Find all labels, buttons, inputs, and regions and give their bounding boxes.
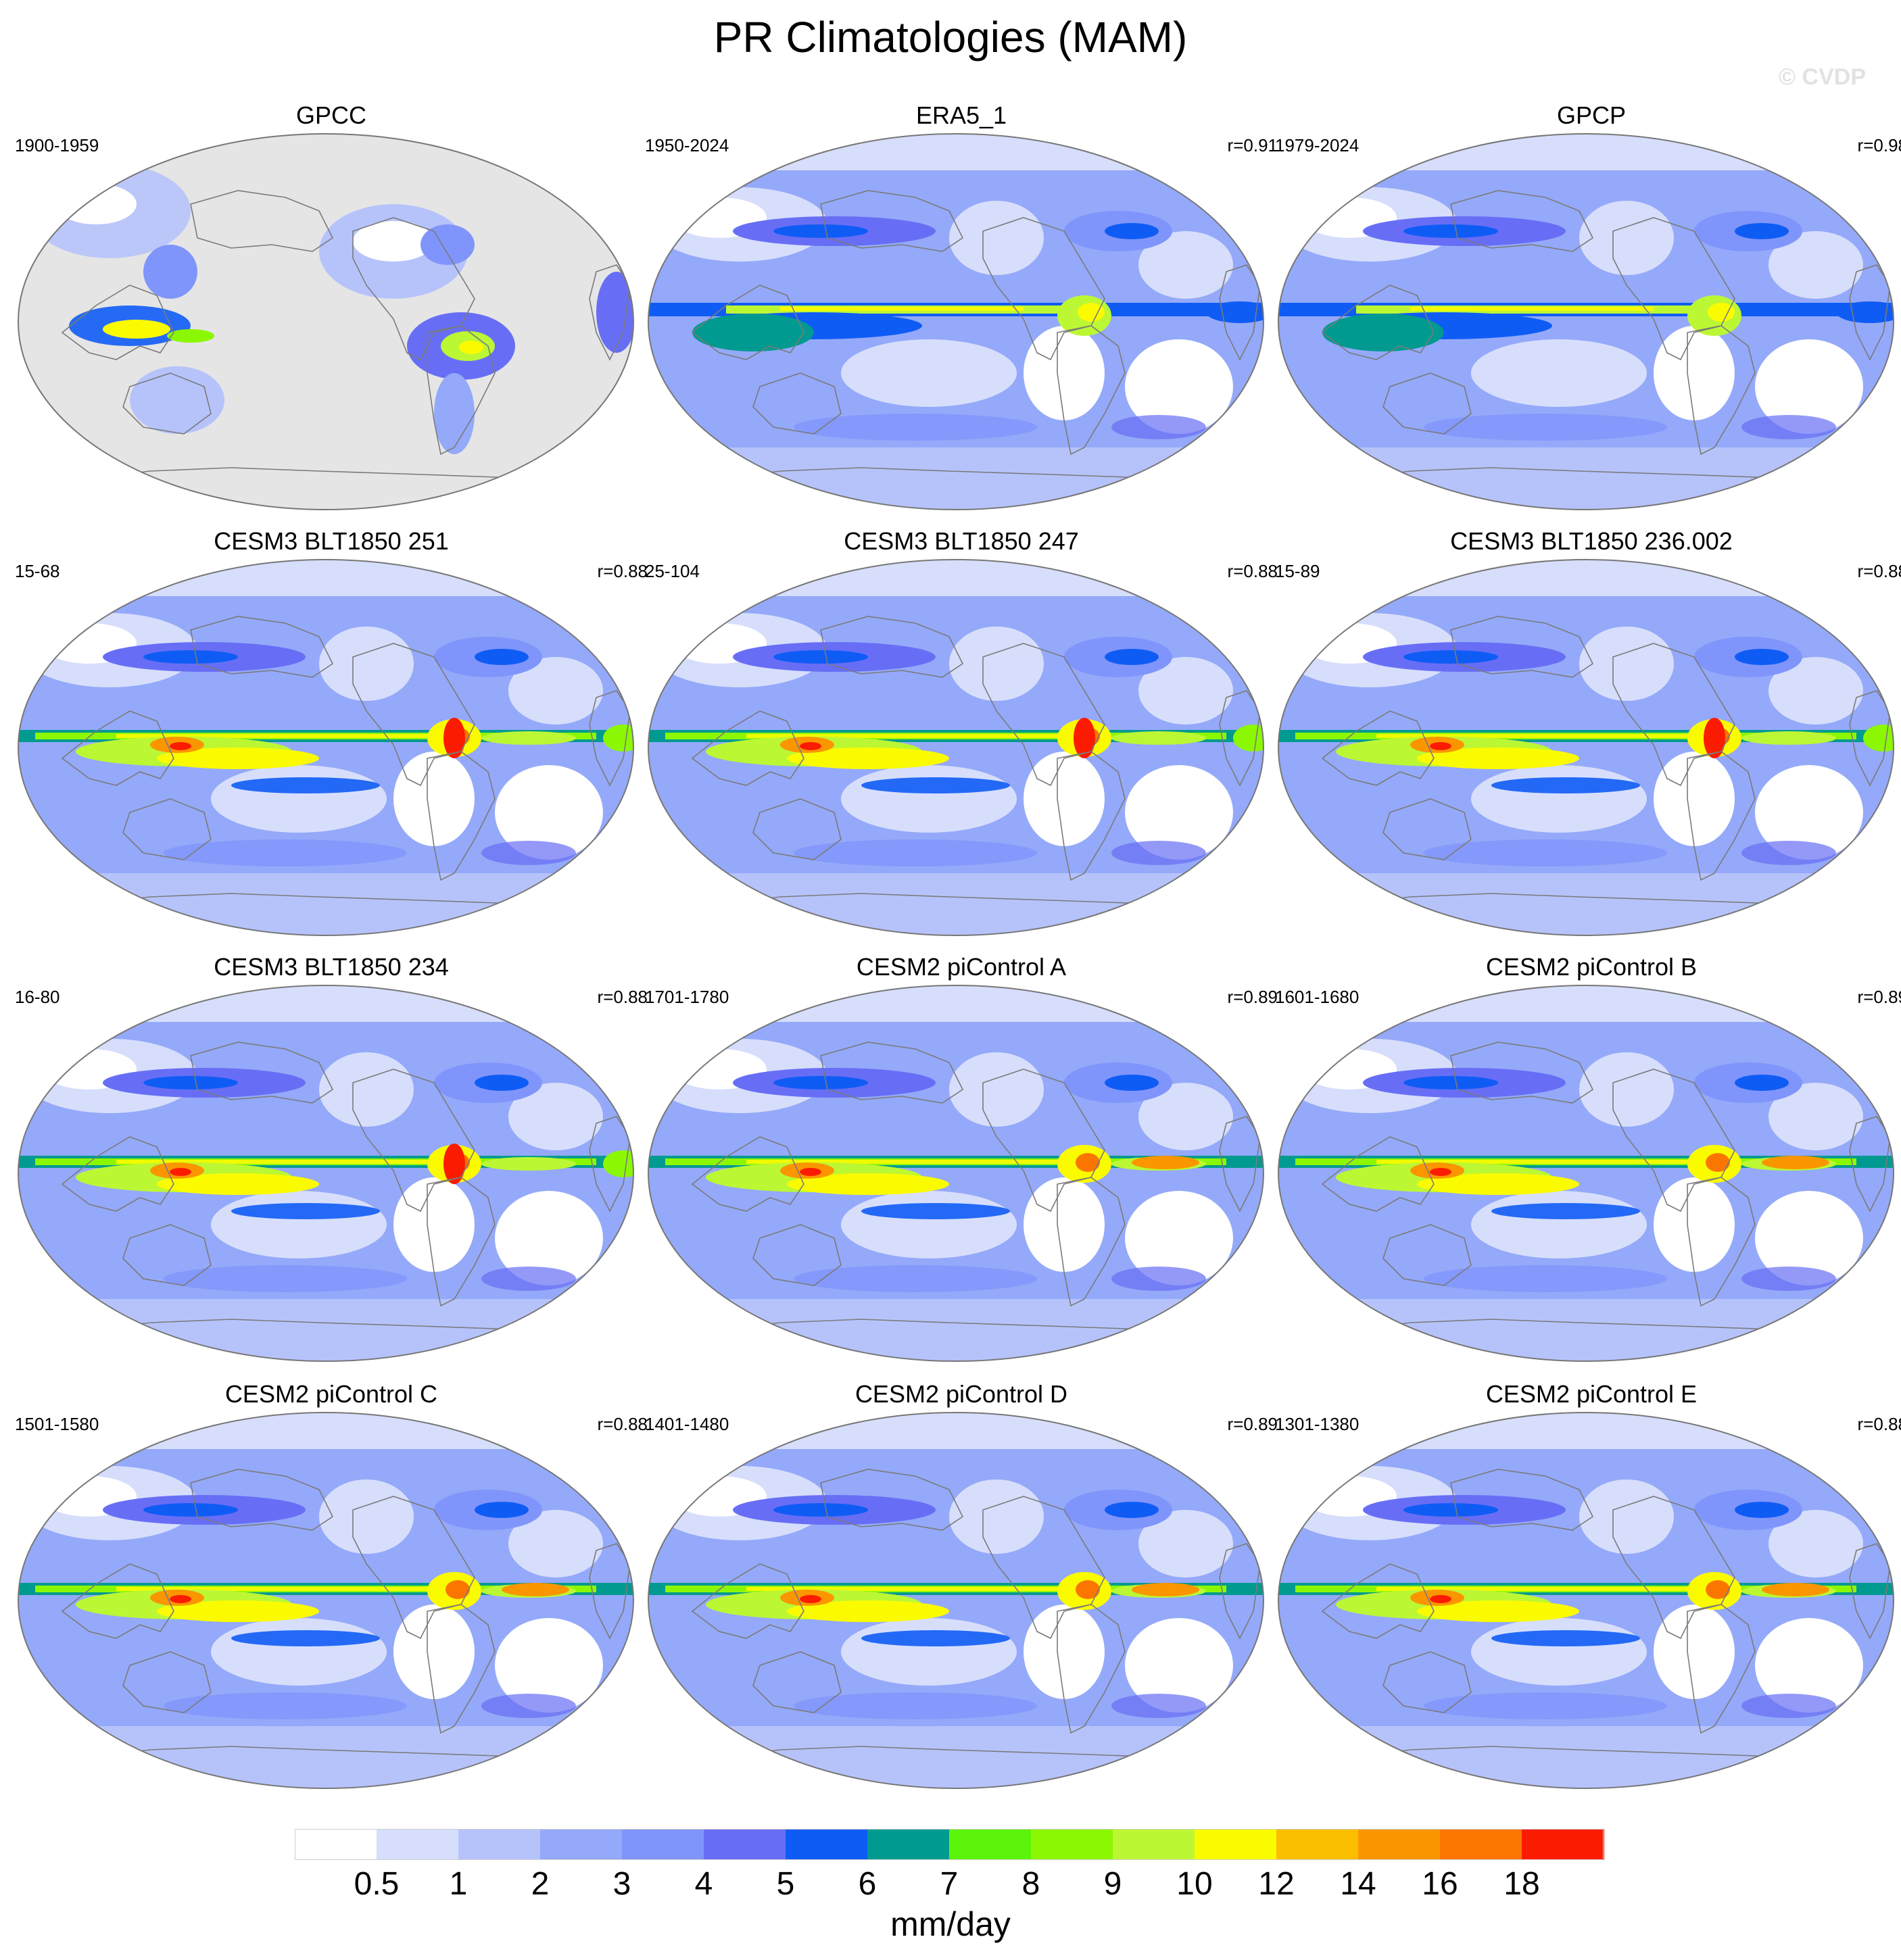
panel-period: 1900-1959 <box>15 135 99 155</box>
colorbar-tick-label: 6 <box>858 1866 877 1902</box>
colorbar-tick-label: 5 <box>776 1866 795 1902</box>
map-panel: CESM3 BLT1850 251 15-68 r=0.88 <box>15 527 648 953</box>
map-panel: CESM2 piControl A 1701-1780 r=0.89 <box>645 953 1278 1379</box>
colorbar-tick-label: 2 <box>531 1866 550 1902</box>
watermark: © CVDP <box>1779 64 1866 90</box>
panel-correlation: r=0.88 <box>597 1414 648 1434</box>
colorbar-swatch <box>540 1829 623 1860</box>
panel-correlation: r=0.98 <box>1857 135 1901 155</box>
colorbar-tick-label: 10 <box>1176 1866 1213 1902</box>
map-panel: CESM3 BLT1850 247 25-104 r=0.88 <box>645 527 1278 953</box>
colorbar-tick-label: 0.5 <box>354 1866 400 1902</box>
precipitation-map <box>648 985 1264 1362</box>
colorbar-swatch <box>704 1829 786 1860</box>
panel-title: CESM3 BLT1850 236.002 <box>1450 527 1733 555</box>
colorbar-swatch <box>1113 1829 1195 1860</box>
colorbar <box>295 1829 1604 1860</box>
colorbar-swatch <box>295 1829 377 1860</box>
panel-correlation: r=0.88 <box>597 561 648 581</box>
precipitation-map <box>18 985 634 1362</box>
panel-title: CESM2 piControl E <box>1485 1380 1698 1408</box>
colorbar-tick-label: 12 <box>1258 1866 1295 1902</box>
panel-period: 1601-1680 <box>1275 987 1359 1007</box>
colorbar-swatch <box>1522 1829 1604 1860</box>
precipitation-map <box>648 133 1264 510</box>
precipitation-map <box>1278 133 1894 510</box>
map-panel: CESM2 piControl D 1401-1480 r=0.89 <box>645 1380 1278 1806</box>
colorbar-tick-label: 4 <box>694 1866 713 1902</box>
panel-period: 15-89 <box>1275 561 1320 581</box>
precipitation-map <box>18 133 634 510</box>
map-panel: CESM2 piControl C 1501-1580 r=0.88 <box>15 1380 648 1806</box>
precipitation-map <box>1278 559 1894 936</box>
panel-period: 16-80 <box>15 987 60 1007</box>
panel-period: 1979-2024 <box>1275 135 1359 155</box>
colorbar-tick-label: 16 <box>1422 1866 1458 1902</box>
map-panel: CESM2 piControl B 1601-1680 r=0.89 <box>1275 953 1901 1379</box>
colorbar-swatch <box>1358 1829 1441 1860</box>
colorbar-tick-label: 3 <box>612 1866 631 1902</box>
colorbar-tick-label: 14 <box>1340 1866 1376 1902</box>
precipitation-map <box>648 1412 1264 1789</box>
panel-correlation: r=0.88 <box>1227 561 1278 581</box>
colorbar-swatch <box>949 1829 1032 1860</box>
panel-title: CESM3 BLT1850 247 <box>844 527 1079 555</box>
map-panel: CESM2 piControl E 1301-1380 r=0.88 <box>1275 1380 1901 1806</box>
precipitation-map <box>18 1412 634 1789</box>
map-panel: GPCC 1900-1959 <box>15 101 648 527</box>
colorbar-units: mm/day <box>890 1905 1011 1943</box>
page-title: PR Climatologies (MAM) <box>713 13 1188 62</box>
panel-period: 1501-1580 <box>15 1414 99 1434</box>
map-panel: GPCP 1979-2024 r=0.98 <box>1275 101 1901 527</box>
panel-title: CESM2 piControl C <box>224 1380 438 1408</box>
panel-title: ERA5_1 <box>915 101 1007 129</box>
precipitation-map <box>18 559 634 936</box>
colorbar-tick-label: 7 <box>940 1866 959 1902</box>
colorbar-frame <box>295 1829 1604 1860</box>
panel-correlation: r=0.88 <box>597 987 648 1007</box>
colorbar-swatch <box>1031 1829 1113 1860</box>
precipitation-map <box>1278 985 1894 1362</box>
colorbar-swatch <box>458 1829 541 1860</box>
colorbar-tick-label: 8 <box>1021 1866 1040 1902</box>
panel-period: 25-104 <box>645 561 700 581</box>
panel-correlation: r=0.88 <box>1857 1414 1901 1434</box>
colorbar-tick-label: 18 <box>1503 1866 1540 1902</box>
panel-title: GPCC <box>295 101 366 129</box>
panel-period: 1301-1380 <box>1275 1414 1359 1434</box>
panel-title: CESM2 piControl B <box>1485 953 1698 981</box>
panel-title: CESM3 BLT1850 234 <box>214 953 449 981</box>
panel-correlation: r=0.88 <box>1857 561 1901 581</box>
colorbar-swatch <box>867 1829 950 1860</box>
colorbar-swatch <box>1195 1829 1277 1860</box>
panel-correlation: r=0.91 <box>1227 135 1278 155</box>
colorbar-swatch <box>622 1829 704 1860</box>
panel-period: 1950-2024 <box>645 135 729 155</box>
panel-title: GPCP <box>1556 101 1627 129</box>
map-panel: CESM3 BLT1850 234 16-80 r=0.88 <box>15 953 648 1379</box>
panel-title: CESM3 BLT1850 251 <box>214 527 449 555</box>
panel-correlation: r=0.89 <box>1227 987 1278 1007</box>
colorbar-swatch <box>1276 1829 1359 1860</box>
panel-title: CESM2 piControl D <box>855 1380 1068 1408</box>
colorbar-swatch <box>1440 1829 1522 1860</box>
map-panel: ERA5_1 1950-2024 r=0.91 <box>645 101 1278 527</box>
panel-period: 15-68 <box>15 561 60 581</box>
panel-correlation: r=0.89 <box>1857 987 1901 1007</box>
panel-period: 1401-1480 <box>645 1414 729 1434</box>
colorbar-swatch <box>786 1829 868 1860</box>
colorbar-labels: 0.5 1 2 3 4 5 6 7 8 9 10 12 14 16 18 <box>0 1865 1901 1906</box>
panel-period: 1701-1780 <box>645 987 729 1007</box>
map-panel: CESM3 BLT1850 236.002 15-89 r=0.88 <box>1275 527 1901 953</box>
panel-title: CESM2 piControl A <box>856 953 1067 981</box>
panel-correlation: r=0.89 <box>1227 1414 1278 1434</box>
colorbar-tick-label: 9 <box>1103 1866 1122 1902</box>
colorbar-swatch <box>377 1829 459 1860</box>
precipitation-map <box>648 559 1264 936</box>
precipitation-map <box>1278 1412 1894 1789</box>
colorbar-tick-label: 1 <box>449 1866 468 1902</box>
